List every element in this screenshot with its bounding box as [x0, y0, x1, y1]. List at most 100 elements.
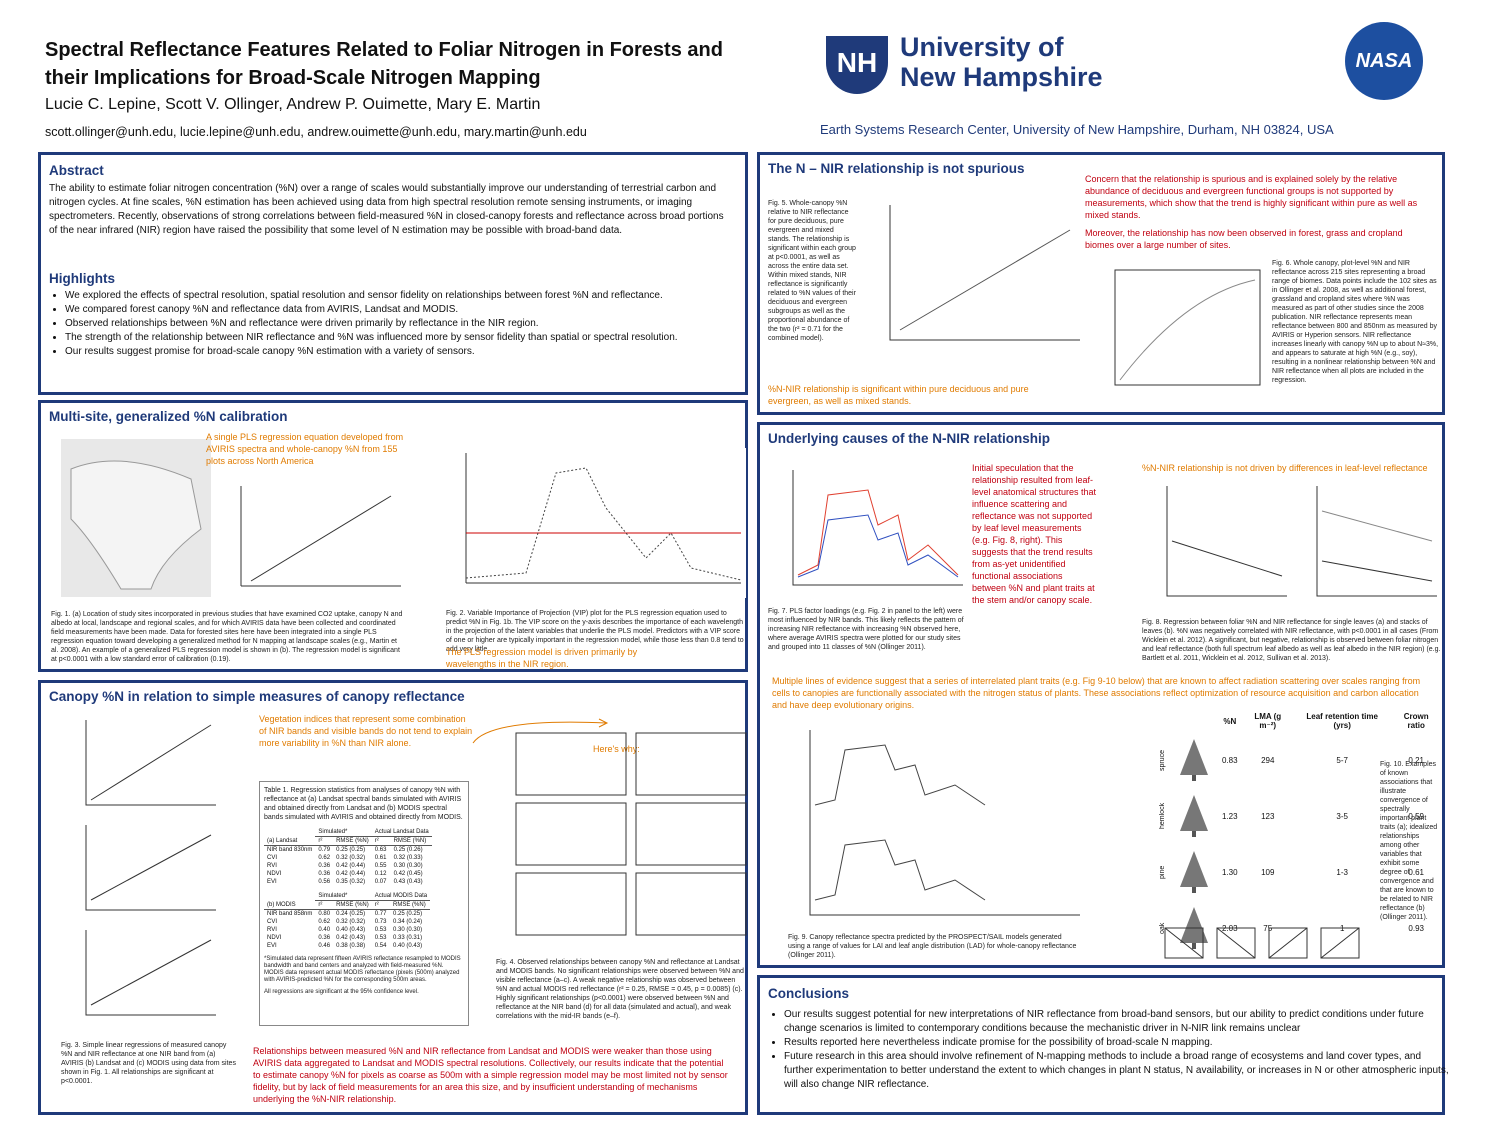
- cell: NIR band 858nm: [267, 911, 313, 917]
- header-cell: [1170, 710, 1218, 732]
- cell: 0.42 (0.43): [336, 935, 366, 941]
- canopy-panel: Canopy %N in relation to simple measures…: [38, 680, 748, 1115]
- note: Vegetation indices that represent some c…: [259, 714, 473, 748]
- header-cell: r²: [315, 836, 334, 846]
- cell: 1-3: [1336, 867, 1348, 877]
- cell: 0.32 (0.33): [393, 855, 423, 861]
- cell: NDVI: [267, 871, 282, 877]
- footnote: *Simulated data represent fifteen AVIRIS…: [264, 956, 461, 983]
- tree-icon: [1180, 739, 1208, 781]
- group-row: Simulated* Actual Landsat Data: [264, 828, 432, 837]
- vip-figure: [446, 448, 746, 598]
- caption: Fig. 7. PLS factor loadings (e.g. Fig. 2…: [768, 608, 964, 651]
- list-item: The strength of the relationship between…: [65, 331, 745, 345]
- list-item: Our results suggest promise for broad-sc…: [65, 345, 745, 359]
- cell: 0.36: [318, 863, 331, 869]
- cell: 0.53: [374, 935, 387, 941]
- cell: 0.80: [318, 911, 331, 917]
- header-cell: (b) MODIS: [264, 900, 316, 910]
- caption: Fig. 8. Regression between foliar %N and…: [1142, 619, 1441, 662]
- cell: 0.62: [318, 855, 331, 861]
- row: pine 1.30 109 1-3 0.61: [1155, 844, 1442, 900]
- spurious-panel: The N – NIR relationship is not spurious…: [757, 152, 1445, 415]
- cell: NIR band 830nm: [267, 847, 313, 853]
- cell: 0.73: [374, 919, 387, 925]
- cell: EVI: [267, 943, 277, 949]
- canopy-spectra-figure: [809, 730, 1080, 916]
- header-cell: (a) Landsat: [264, 836, 316, 846]
- header-cell: r²: [371, 836, 391, 846]
- tree-image: [1170, 844, 1218, 900]
- unh-shield: NH: [826, 36, 888, 94]
- heading: Highlights: [49, 271, 115, 286]
- cell: 123: [1261, 811, 1275, 821]
- caption: Fig. 5. Whole-canopy %N relative to NIR …: [768, 200, 856, 342]
- cell: 0.34 (0.24): [393, 919, 423, 925]
- species-label: hemlock: [1159, 802, 1166, 830]
- leaf-figures: [1166, 486, 1437, 597]
- nasa-logo: NASA: [1345, 22, 1423, 100]
- heading: Canopy %N in relation to simple measures…: [49, 689, 465, 704]
- cell: 75: [1263, 923, 1273, 933]
- row: NDVI 0.36 0.42 (0.44) 0.12 0.42 (0.45): [264, 870, 432, 878]
- caption: Fig. 2. Variable Importance of Projectio…: [446, 610, 744, 653]
- cell: 0.93: [1408, 923, 1424, 933]
- cell: 0.40 (0.43): [336, 927, 366, 933]
- list-item: Observed relationships between %N and re…: [65, 317, 745, 331]
- title-line: Spectral Reflectance Features Related to…: [45, 39, 723, 61]
- cell: 0.24 (0.25): [336, 911, 366, 917]
- tree-icon: [1180, 907, 1208, 949]
- university-line: University of: [900, 32, 1064, 62]
- cell: 3-5: [1336, 811, 1348, 821]
- biome-figure: [1114, 269, 1261, 386]
- cell: 0.83: [1222, 755, 1238, 765]
- group-header: Simulated*: [315, 892, 372, 901]
- cell: 0.54: [374, 943, 387, 949]
- cell: EVI: [267, 879, 277, 885]
- group-row: Simulated* Actual MODIS Data: [264, 892, 431, 901]
- header-cell: RMSE (%N): [390, 900, 431, 910]
- note: Moreover, the relationship has now been …: [1085, 228, 1403, 250]
- row: RVI 0.36 0.42 (0.44) 0.55 0.30 (0.30): [264, 862, 432, 870]
- cell: CVI: [267, 919, 278, 925]
- header-cell: Crown ratio: [1403, 712, 1429, 730]
- row: CVI 0.62 0.32 (0.32) 0.73 0.34 (0.24): [264, 918, 430, 926]
- list-item: We compared forest canopy %N and reflect…: [65, 303, 745, 317]
- site-map-figure: [61, 439, 211, 597]
- note: Initial speculation that the relationshi…: [972, 463, 1097, 605]
- caption: Fig. 9. Canopy reflectance spectra predi…: [788, 934, 1077, 959]
- heading: Abstract: [49, 163, 104, 178]
- heading: The N – NIR relationship is not spurious: [768, 161, 1025, 176]
- note: Multiple lines of evidence suggest that …: [772, 676, 1421, 710]
- cell: 0.36: [318, 871, 331, 877]
- cell: 0.43 (0.43): [393, 879, 423, 885]
- cell: 5-7: [1336, 755, 1348, 765]
- heading: Conclusions: [768, 986, 850, 1001]
- species-label: spruce: [1159, 749, 1166, 771]
- emails: scott.ollinger@unh.edu, lucie.lepine@unh…: [45, 125, 587, 139]
- stand-figure: [889, 205, 1080, 341]
- conclusions-list: Our results suggest potential for new in…: [768, 1008, 1449, 1092]
- university-line: New Hampshire: [900, 62, 1103, 92]
- cell: 0.25 (0.25): [336, 847, 366, 853]
- caption: Fig. 4. Observed relationships between c…: [496, 959, 744, 1020]
- table-box: Table 1. Regression statistics from anal…: [259, 781, 469, 1026]
- note: Here's why:: [593, 744, 640, 754]
- tree-image: [1170, 788, 1218, 844]
- tree-icon: [1180, 795, 1208, 837]
- cell: 0.55: [374, 863, 387, 869]
- cell: 0.40 (0.43): [393, 943, 423, 949]
- table: Simulated* Actual Landsat Data (a) Landsat…: [264, 828, 432, 886]
- tree-image: [1170, 900, 1218, 956]
- cell: 0.56: [318, 879, 331, 885]
- header-cell: r²: [371, 900, 391, 910]
- abstract-text: The ability to estimate foliar nitrogen …: [49, 183, 724, 236]
- note: The PLS regression model is driven prima…: [446, 647, 638, 669]
- group-header: Simulated*: [315, 828, 372, 837]
- row: NIR band 830nm 0.79 0.25 (0.25) 0.63 0.25 (0…: [264, 846, 432, 855]
- arrow: [472, 718, 609, 744]
- note: A single PLS regression equation develop…: [206, 432, 404, 466]
- group-header: Actual Landsat Data: [371, 828, 432, 837]
- title: Spectral Reflectance Features Related to…: [45, 36, 723, 92]
